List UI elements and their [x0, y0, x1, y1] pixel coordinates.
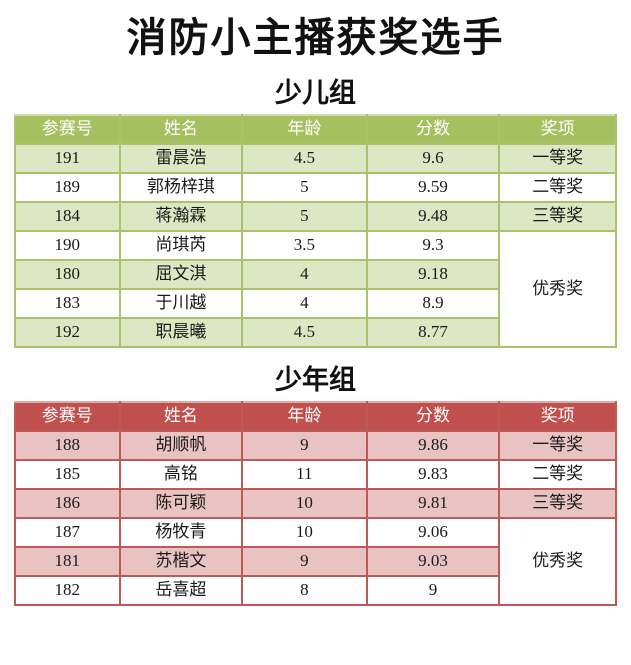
group-section-youth: 少年组 参赛号 姓名 年龄 分数 奖项 188 胡顺帆 9 9.86 一等奖 185 高铭 11 9.83 二…: [0, 365, 631, 607]
group-title-children: 少儿组: [275, 78, 356, 108]
cell-age: 5: [241, 201, 368, 233]
cell-award: 二等奖: [498, 172, 617, 204]
cell-score: 9.48: [365, 201, 501, 233]
cell-name: 郭杨梓琪: [118, 172, 244, 204]
cell-name: 屈文淇: [118, 259, 244, 291]
cell-no: 192: [14, 317, 121, 349]
cell-name: 于川越: [118, 288, 244, 320]
cell-award: 优秀奖: [498, 230, 617, 349]
cell-name: 蒋瀚霖: [118, 201, 244, 233]
cell-score: 9.59: [365, 172, 501, 204]
header-row: 参赛号 姓名 年龄 分数 奖项: [14, 114, 617, 146]
cell-score: 9.81: [365, 488, 501, 520]
cell-age: 4: [241, 259, 368, 291]
cell-score: 8.9: [365, 288, 501, 320]
cell-age: 9: [241, 430, 368, 462]
cell-score: 9.3: [365, 230, 501, 262]
table-row: 185 高铭 11 9.83 二等奖: [14, 459, 617, 491]
cell-no: 187: [14, 517, 121, 549]
page-title: 消防小主播获奖选手: [126, 15, 505, 60]
column-header-score: 分数: [365, 114, 501, 146]
cell-name: 雷晨浩: [118, 143, 244, 175]
cell-award: 一等奖: [498, 430, 617, 462]
table-row: 189 郭杨梓琪 5 9.59 二等奖: [14, 172, 617, 204]
table-row: 181 苏楷文 9 9.03: [14, 546, 616, 578]
cell-name: 尚琪芮: [118, 230, 244, 262]
cell-no: 183: [14, 288, 121, 320]
cell-score: 9.86: [365, 430, 501, 462]
column-header-award: 奖项: [498, 114, 617, 146]
cell-age: 9: [241, 546, 368, 578]
cell-score: 9.83: [365, 459, 501, 491]
cell-no: 186: [14, 488, 121, 520]
cell-age: 5: [241, 172, 368, 204]
cell-award: 三等奖: [498, 201, 617, 233]
cell-name: 高铭: [118, 459, 244, 491]
cell-no: 189: [14, 172, 121, 204]
table-row: 191 雷晨浩 4.5 9.6 一等奖: [14, 143, 617, 175]
cell-no: 188: [14, 430, 121, 462]
cell-score: 8.77: [365, 317, 501, 349]
award-table-children: 参赛号 姓名 年龄 分数 奖项 191 雷晨浩 4.5 9.6 一等奖 189 郭杨梓琪 5 9.59 二等…: [14, 114, 617, 349]
cell-award: 优秀奖: [498, 517, 617, 607]
cell-name: 杨牧青: [118, 517, 244, 549]
table-row: 183 于川越 4 8.9: [14, 288, 616, 320]
cell-no: 191: [14, 143, 121, 175]
page: 消防小主播获奖选手 少儿组 参赛号 姓名 年龄 分数 奖项 191 雷晨浩 4.5 9.6 一等奖 1…: [0, 15, 631, 607]
award-table-youth: 参赛号 姓名 年龄 分数 奖项 188 胡顺帆 9 9.86 一等奖 185 高铭 11 9.83 二等奖 1…: [14, 401, 617, 607]
cell-no: 184: [14, 201, 121, 233]
cell-award: 二等奖: [498, 459, 617, 491]
cell-age: 8: [241, 575, 368, 607]
column-header-name: 姓名: [118, 401, 244, 433]
group-title-youth: 少年组: [275, 365, 356, 396]
cell-score: 9.06: [365, 517, 501, 549]
cell-age: 10: [241, 488, 368, 520]
cell-no: 182: [14, 575, 121, 607]
cell-age: 4.5: [241, 143, 368, 175]
cell-age: 3.5: [241, 230, 368, 262]
table-row: 190 尚琪芮 3.5 9.3 优秀奖: [14, 230, 617, 349]
header-row: 参赛号 姓名 年龄 分数 奖项: [14, 401, 617, 433]
cell-score: 9.03: [365, 546, 501, 578]
table-row: 188 胡顺帆 9 9.86 一等奖: [14, 430, 617, 462]
cell-name: 职晨曦: [118, 317, 244, 349]
cell-name: 苏楷文: [118, 546, 244, 578]
cell-no: 180: [14, 259, 121, 291]
cell-score: 9.18: [365, 259, 501, 291]
cell-score: 9: [365, 575, 501, 607]
table-row: 186 陈可颖 10 9.81 三等奖: [14, 488, 617, 520]
table-row: 184 蒋瀚霖 5 9.48 三等奖: [14, 201, 617, 233]
column-header-score: 分数: [365, 401, 501, 433]
cell-name: 陈可颖: [118, 488, 244, 520]
table-row: 192 职晨曦 4.5 8.77: [14, 317, 616, 349]
column-header-no: 参赛号: [14, 114, 121, 146]
group-section-children: 少儿组 参赛号 姓名 年龄 分数 奖项 191 雷晨浩 4.5 9.6 一等奖 189 郭杨梓琪 5 9.5…: [0, 78, 631, 349]
cell-age: 4.5: [241, 317, 368, 349]
cell-award: 一等奖: [498, 143, 617, 175]
table-row: 187 杨牧青 10 9.06 优秀奖: [14, 517, 617, 607]
column-header-no: 参赛号: [14, 401, 121, 433]
cell-no: 190: [14, 230, 121, 262]
column-header-age: 年龄: [241, 114, 368, 146]
column-header-name: 姓名: [118, 114, 244, 146]
cell-age: 4: [241, 288, 368, 320]
cell-no: 181: [14, 546, 121, 578]
cell-age: 10: [241, 517, 368, 549]
cell-no: 185: [14, 459, 121, 491]
cell-award: 三等奖: [498, 488, 617, 520]
table-row: 180 屈文淇 4 9.18: [14, 259, 616, 291]
groups: 少儿组 参赛号 姓名 年龄 分数 奖项 191 雷晨浩 4.5 9.6 一等奖 189 郭杨梓琪 5 9.5…: [0, 78, 631, 607]
column-header-age: 年龄: [241, 401, 368, 433]
cell-name: 岳喜超: [118, 575, 244, 607]
cell-age: 11: [241, 459, 368, 491]
cell-score: 9.6: [365, 143, 501, 175]
table-row: 182 岳喜超 8 9: [14, 575, 616, 607]
column-header-award: 奖项: [498, 401, 617, 433]
cell-name: 胡顺帆: [118, 430, 244, 462]
